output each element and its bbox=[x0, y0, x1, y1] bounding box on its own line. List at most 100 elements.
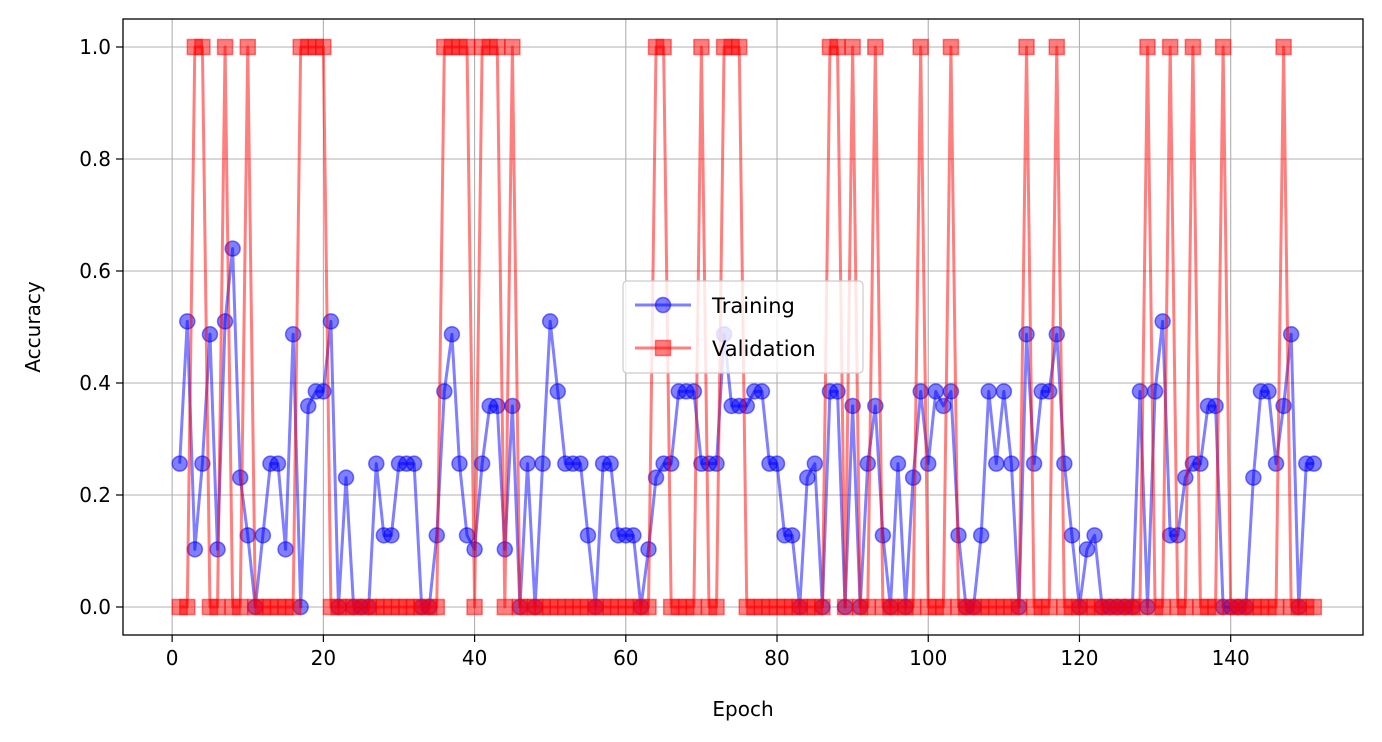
training-point bbox=[972, 527, 990, 544]
training-point bbox=[753, 383, 771, 400]
validation-point bbox=[836, 598, 854, 616]
validation-point bbox=[844, 38, 861, 56]
training-point bbox=[572, 455, 589, 472]
validation-point bbox=[867, 38, 884, 56]
training-point bbox=[473, 455, 491, 472]
validation-point bbox=[904, 598, 922, 616]
validation-point bbox=[315, 38, 332, 56]
training-point bbox=[988, 455, 1005, 472]
legend-swatch-marker bbox=[654, 296, 672, 314]
validation-point bbox=[1040, 598, 1058, 616]
training-point bbox=[171, 455, 188, 472]
series-layer bbox=[171, 38, 1323, 616]
validation-point bbox=[496, 598, 514, 616]
training-point bbox=[194, 455, 211, 472]
validation-point bbox=[458, 38, 476, 56]
validation-point bbox=[859, 598, 877, 616]
training-point bbox=[1086, 527, 1103, 544]
legend: Training Validation bbox=[622, 280, 864, 374]
training-point bbox=[1003, 455, 1020, 472]
training-point bbox=[299, 397, 317, 415]
validation-point bbox=[504, 38, 521, 56]
training-point bbox=[1260, 383, 1277, 400]
training-point bbox=[1207, 397, 1224, 415]
training-point bbox=[1040, 383, 1058, 400]
validation-point bbox=[685, 598, 703, 616]
validation-point bbox=[489, 38, 506, 56]
training-point bbox=[1177, 469, 1194, 486]
validation-point bbox=[829, 38, 846, 56]
training-point bbox=[625, 527, 642, 544]
validation-point bbox=[231, 598, 249, 616]
training-point bbox=[1025, 455, 1043, 472]
training-point bbox=[1305, 455, 1323, 472]
training-point bbox=[738, 397, 756, 415]
training-point bbox=[1192, 455, 1209, 472]
axis-ticks: 0 20 40 60 80 100 120 140 0.0 0.2 0.4 0.6 0.8 1.0 bbox=[79, 35, 1250, 670]
validation-point bbox=[466, 598, 483, 616]
training-point bbox=[269, 455, 287, 472]
training-point bbox=[231, 469, 249, 486]
training-point bbox=[980, 383, 997, 400]
validation-point bbox=[1214, 38, 1232, 56]
validation-point bbox=[935, 598, 952, 616]
validation-point bbox=[216, 38, 234, 56]
validation-point bbox=[693, 38, 710, 56]
x-axis-label: Epoch bbox=[712, 697, 773, 721]
training-point bbox=[1146, 383, 1164, 400]
training-point bbox=[799, 469, 816, 486]
training-point bbox=[662, 455, 680, 472]
training-point bbox=[647, 469, 665, 486]
validation-point bbox=[1018, 38, 1035, 56]
legend-label: Training bbox=[711, 294, 795, 318]
training-point bbox=[368, 455, 385, 472]
training-point bbox=[1063, 527, 1081, 544]
validation-point bbox=[209, 598, 226, 616]
training-point bbox=[405, 455, 423, 472]
training-point bbox=[602, 455, 619, 472]
validation-point bbox=[284, 598, 302, 616]
validation-point bbox=[942, 38, 960, 56]
validation-point bbox=[428, 598, 446, 616]
validation-point bbox=[1207, 598, 1224, 616]
validation-point bbox=[1154, 598, 1171, 616]
x-tick-label: 20 bbox=[311, 646, 336, 670]
training-point bbox=[383, 527, 400, 544]
training-point bbox=[1245, 469, 1262, 486]
x-tick-label: 0 bbox=[166, 646, 179, 670]
training-point bbox=[443, 326, 461, 343]
training-point bbox=[927, 383, 945, 400]
y-axis-label: Accuracy bbox=[21, 281, 45, 372]
legend-label: Validation bbox=[712, 337, 816, 361]
validation-point bbox=[912, 38, 929, 56]
training-point bbox=[919, 455, 937, 472]
training-point bbox=[277, 541, 294, 558]
validation-point bbox=[1177, 598, 1194, 616]
validation-point bbox=[1048, 38, 1066, 56]
y-tick-label: 0.8 bbox=[79, 147, 111, 171]
x-tick-label: 140 bbox=[1212, 646, 1250, 670]
validation-point bbox=[194, 38, 211, 56]
validation-point bbox=[1010, 598, 1028, 616]
validation-point bbox=[655, 38, 672, 56]
training-point bbox=[1131, 383, 1149, 400]
training-point bbox=[995, 383, 1013, 400]
plot-frame bbox=[122, 18, 1364, 636]
training-point bbox=[806, 455, 824, 472]
training-point bbox=[904, 469, 922, 486]
training-point bbox=[451, 455, 468, 472]
training-point bbox=[708, 455, 725, 472]
y-tick-label: 1.0 bbox=[79, 35, 111, 59]
training-point bbox=[859, 455, 877, 472]
validation-point bbox=[1275, 38, 1292, 56]
validation-point bbox=[1139, 38, 1156, 56]
x-tick-label: 100 bbox=[909, 646, 947, 670]
series-validation bbox=[171, 38, 1323, 616]
training-point bbox=[889, 455, 907, 472]
y-tick-label: 0.6 bbox=[79, 259, 111, 283]
validation-point bbox=[239, 38, 257, 56]
y-tick-label: 0.2 bbox=[79, 483, 111, 507]
training-point bbox=[1078, 541, 1096, 558]
x-tick-label: 40 bbox=[462, 646, 487, 670]
